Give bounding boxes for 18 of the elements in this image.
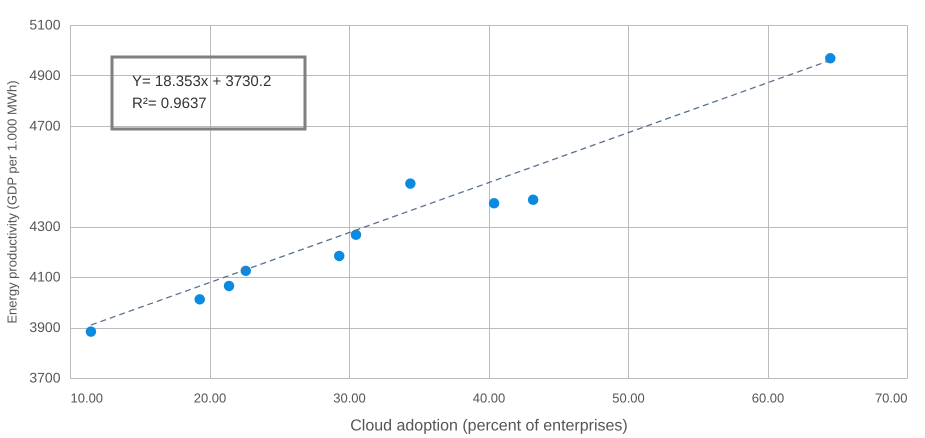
x-tick-label: 70.00 (874, 390, 908, 406)
y-axis-title: Energy productivity (GDP per 1.000 MWh) (4, 80, 20, 324)
y-tick-label: 3900 (29, 319, 61, 336)
x-tick-label: 30.00 (333, 390, 366, 406)
x-tick-label: 10.00 (70, 390, 104, 406)
annotation: R²= 0.9637 (132, 95, 207, 112)
x-tick-label: 60.00 (752, 390, 784, 406)
x-tick-label: 50.00 (612, 390, 645, 406)
x-tick-label: 20.00 (194, 390, 226, 406)
annotation: Y= 18.353x + 3730.2 (132, 73, 272, 90)
y-tick-label: 3700 (29, 370, 61, 386)
x-tick-label: 40.00 (472, 390, 506, 406)
x-axis-title: Cloud adoption (percent of enterprises) (350, 418, 628, 434)
y-tick-label: 5100 (29, 16, 61, 32)
y-tick-label: 4700 (29, 117, 61, 134)
y-tick-label: 4100 (29, 268, 61, 285)
y-tick-label: 4900 (29, 66, 61, 83)
y-tick-label: 4300 (29, 218, 61, 234)
